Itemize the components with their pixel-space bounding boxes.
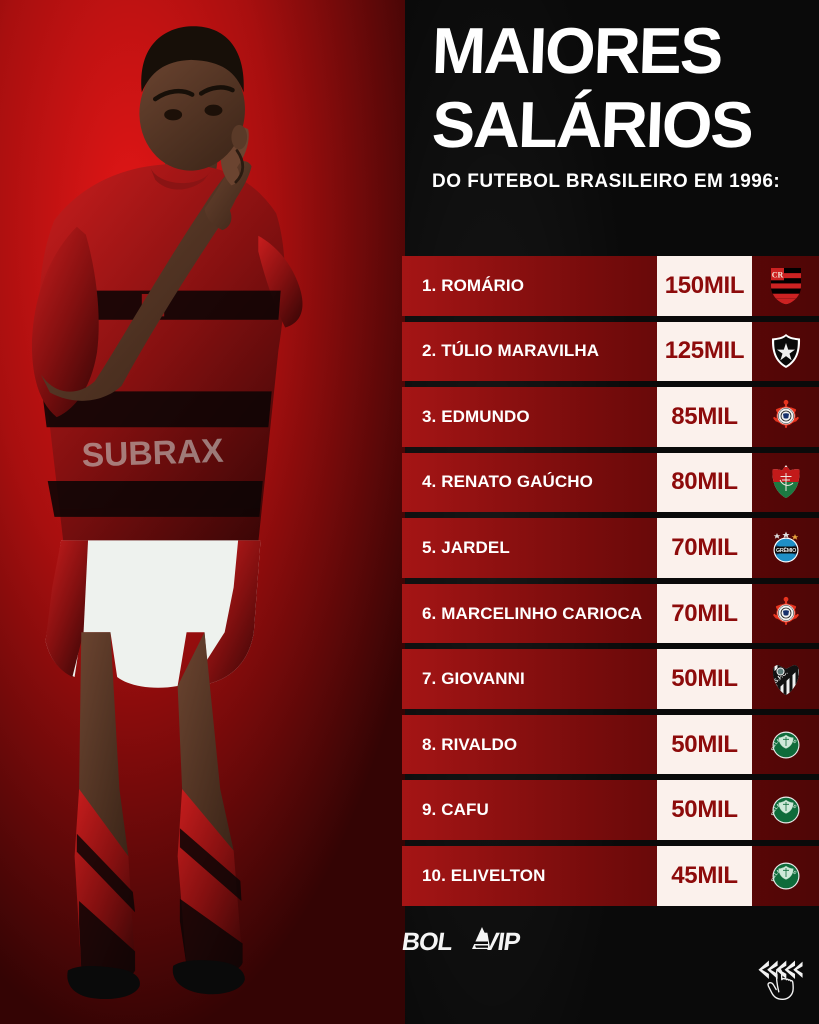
svg-text:CR: CR — [771, 270, 783, 279]
svg-text:GRÊMIO: GRÊMIO — [775, 546, 795, 554]
svg-text:SUBRAX: SUBRAX — [81, 433, 225, 475]
